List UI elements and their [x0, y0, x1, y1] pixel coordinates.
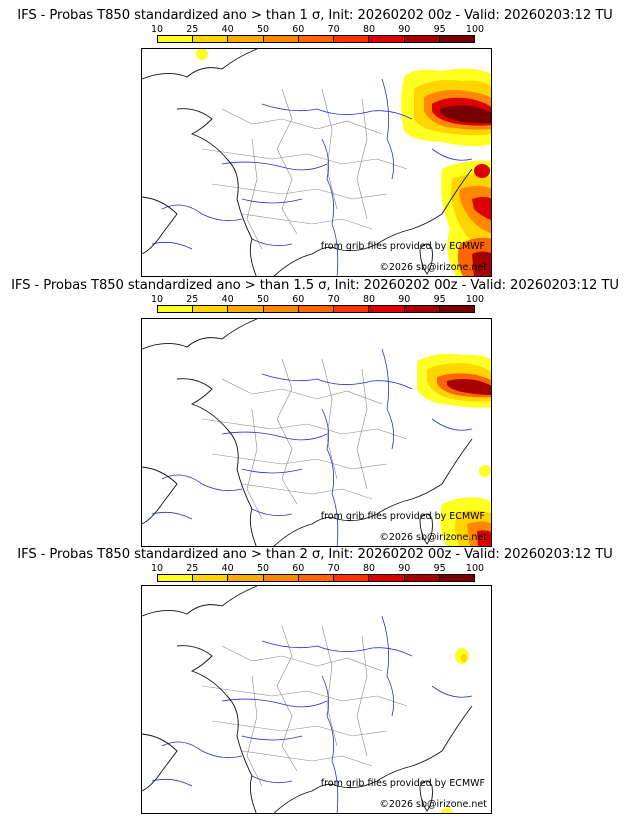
color-swatch	[298, 575, 335, 581]
map-frame: from grib files provided by ECMWF ©2026 …	[141, 318, 492, 547]
color-swatch	[334, 575, 370, 581]
legend-label: 50	[256, 294, 270, 305]
internal-borders	[201, 625, 408, 787]
color-swatch	[404, 575, 440, 581]
color-swatch	[193, 306, 229, 312]
copyright-credit: ©2026 sb@irizone.net	[379, 532, 487, 543]
color-swatch	[439, 575, 474, 581]
map-france	[142, 49, 491, 276]
legend-label: 10	[150, 294, 164, 305]
color-swatch	[263, 575, 299, 581]
legend-label: 90	[398, 294, 411, 305]
legend-label: 25	[186, 294, 199, 305]
legend-label: 95	[433, 294, 446, 305]
colorbar-legend: 10 25 40 50 60 70 80 90 95 100	[151, 24, 484, 54]
color-swatch	[439, 36, 474, 42]
colorbar-swatches	[157, 305, 475, 313]
colorbar-labels: 10 25 40 50 60 70 80 90 95 100	[151, 294, 484, 306]
legend-label: 100	[465, 294, 485, 305]
legend-label: 90	[398, 24, 411, 35]
color-swatch	[369, 575, 405, 581]
legend-label: 60	[292, 24, 305, 35]
probability-field	[417, 353, 491, 546]
legend-label: 60	[292, 294, 305, 305]
colorbar-swatches	[157, 35, 475, 43]
copyright-credit: ©2026 sb@irizone.net	[379, 262, 487, 273]
colorbar-legend: 10 25 40 50 60 70 80 90 95 100	[151, 294, 484, 324]
color-swatch	[228, 36, 264, 42]
legend-label: 70	[327, 24, 340, 35]
legend-label: 60	[292, 563, 305, 574]
legend-label: 40	[221, 294, 234, 305]
data-source-credit: from grib files provided by ECMWF	[320, 778, 485, 789]
legend-label: 100	[465, 563, 485, 574]
coastlines	[142, 319, 473, 546]
color-swatch	[193, 36, 229, 42]
color-swatch	[369, 306, 405, 312]
panel-title: IFS - Probas T850 standardized ano > tha…	[11, 278, 619, 293]
color-swatch	[193, 575, 229, 581]
legend-label: 100	[465, 24, 485, 35]
rivers	[151, 348, 473, 546]
panel-title: IFS - Probas T850 standardized ano > tha…	[17, 8, 613, 23]
legend-label: 80	[362, 24, 376, 35]
rivers	[151, 78, 473, 276]
color-swatch	[158, 36, 194, 42]
color-swatch	[158, 306, 194, 312]
legend-label: 25	[186, 24, 199, 35]
map-france	[142, 586, 473, 813]
color-swatch	[263, 36, 299, 42]
colorbar-legend: 10 25 40 50 60 70 80 90 95 100	[151, 563, 484, 593]
legend-label: 90	[398, 563, 411, 574]
color-swatch	[228, 575, 264, 581]
legend-label: 40	[221, 24, 234, 35]
map-frame: from grib files provided by ECMWF ©2026 …	[141, 48, 492, 277]
map-panel-3: IFS - Probas T850 standardized ano > tha…	[0, 547, 630, 817]
data-source-credit: from grib files provided by ECMWF	[320, 241, 485, 252]
legend-label: 50	[256, 563, 270, 574]
color-swatch	[263, 306, 299, 312]
legend-label: 25	[186, 563, 199, 574]
colorbar-labels: 10 25 40 50 60 70 80 90 95 100	[151, 563, 484, 575]
map-panel-2: IFS - Probas T850 standardized ano > tha…	[0, 278, 630, 548]
legend-label: 95	[433, 24, 446, 35]
coastlines	[142, 586, 473, 813]
probability-field	[441, 648, 469, 813]
legend-label: 70	[327, 563, 340, 574]
color-swatch	[334, 36, 370, 42]
color-swatch	[334, 306, 370, 312]
data-source-credit: from grib files provided by ECMWF	[320, 511, 485, 522]
panel-title: IFS - Probas T850 standardized ano > tha…	[17, 547, 613, 562]
color-swatch	[298, 306, 335, 312]
legend-label: 50	[256, 24, 270, 35]
color-swatch	[404, 36, 440, 42]
legend-label: 10	[150, 24, 164, 35]
color-swatch	[228, 306, 264, 312]
colorbar-labels: 10 25 40 50 60 70 80 90 95 100	[151, 24, 484, 36]
probability-field	[196, 49, 491, 276]
legend-label: 95	[433, 563, 446, 574]
map-france	[142, 319, 491, 546]
color-swatch	[298, 36, 335, 42]
legend-label: 70	[327, 294, 340, 305]
color-swatch	[439, 306, 474, 312]
color-swatch	[158, 575, 194, 581]
internal-borders	[201, 358, 408, 520]
copyright-credit: ©2026 sb@irizone.net	[379, 799, 487, 810]
legend-label: 10	[150, 563, 164, 574]
coastlines	[142, 49, 473, 276]
map-frame: from grib files provided by ECMWF ©2026 …	[141, 585, 492, 814]
color-swatch	[404, 306, 440, 312]
color-swatch	[369, 36, 405, 42]
legend-label: 40	[221, 563, 234, 574]
colorbar-swatches	[157, 574, 475, 582]
internal-borders	[201, 88, 408, 250]
map-panel-1: IFS - Probas T850 standardized ano > tha…	[0, 8, 630, 278]
legend-label: 80	[362, 563, 376, 574]
legend-label: 80	[362, 294, 376, 305]
